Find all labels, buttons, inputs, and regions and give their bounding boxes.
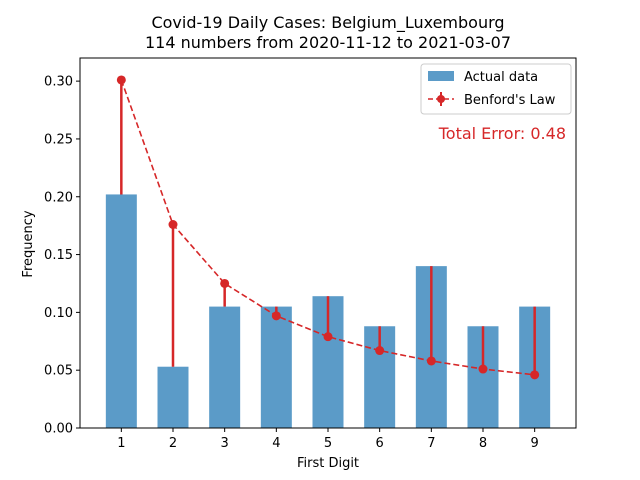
legend-label-benford: Benford's Law (464, 93, 556, 108)
benford-point-digit-8 (478, 364, 488, 374)
y-tick-label: 0.30 (44, 75, 73, 90)
x-axis-label: First Digit (297, 456, 359, 471)
x-tick-label: 6 (376, 436, 384, 451)
benford-point-digit-5 (323, 332, 333, 342)
benford-point-digit-4 (271, 311, 281, 321)
chart-subtitle: 114 numbers from 2020-11-12 to 2021-03-0… (145, 33, 511, 52)
benford-point-digit-1 (116, 75, 126, 85)
bar-digit-3 (209, 306, 241, 428)
benford-point-digit-9 (530, 370, 540, 380)
y-tick-label: 0.00 (44, 422, 73, 437)
benford-point-digit-3 (220, 278, 230, 288)
legend: Actual data Benford's Law (420, 63, 572, 115)
benford-point-digit-6 (375, 346, 385, 356)
y-tick-label: 0.15 (44, 248, 73, 263)
y-axis-label: Frequency (21, 210, 36, 277)
x-tick-label: 2 (169, 436, 177, 451)
benford-point-digit-7 (426, 356, 436, 366)
y-tick-label: 0.05 (44, 364, 73, 379)
benford-line (120, 79, 535, 376)
plot-area: 1 2 3 4 5 6 7 8 9 0.00 0.05 0.10 0.15 0.20 0.25 0.30 (44, 57, 577, 451)
x-tick-label: 7 (427, 436, 435, 451)
bar-digit-1 (105, 194, 137, 428)
x-tick-label: 9 (531, 436, 539, 451)
x-tick-label: 1 (117, 436, 125, 451)
legend-label-actual: Actual data (464, 70, 538, 85)
x-tick-label: 4 (272, 436, 280, 451)
total-error-annotation: Total Error: 0.48 (438, 124, 566, 143)
y-tick-label: 0.10 (44, 306, 73, 321)
x-tick-label: 3 (221, 436, 229, 451)
x-tick-label: 8 (479, 436, 487, 451)
chart-title: Covid-19 Daily Cases: Belgium_Luxembourg (151, 13, 504, 33)
legend-box (420, 63, 572, 115)
y-tick-label: 0.20 (44, 190, 73, 205)
benford-point-digit-2 (168, 220, 178, 229)
legend-swatch-actual (428, 71, 454, 81)
bar-digit-4 (260, 306, 292, 428)
bar-digit-2 (157, 366, 189, 428)
y-tick-label: 0.25 (44, 132, 73, 147)
legend-marker-benford (437, 95, 445, 103)
x-tick-label: 5 (324, 436, 332, 451)
